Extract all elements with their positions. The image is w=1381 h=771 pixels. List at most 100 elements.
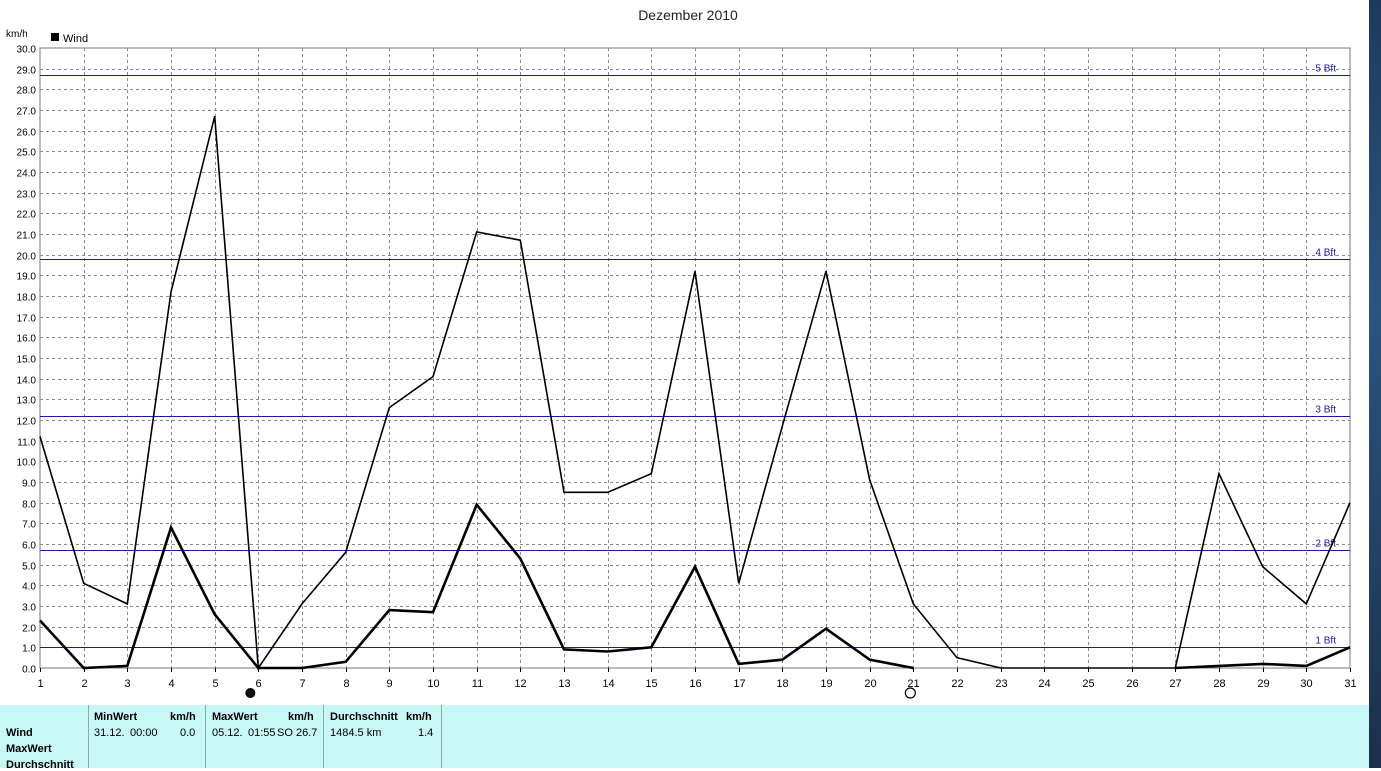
x-tick-label: 31	[1344, 678, 1356, 690]
max-direction: SO	[277, 727, 293, 739]
y-tick-label: 8.0	[22, 500, 36, 511]
axes: 0.01.02.03.04.05.06.07.08.09.010.011.012…	[17, 45, 1357, 691]
y-tick-label: 13.0	[17, 396, 37, 407]
y-tick-label: 16.0	[17, 334, 37, 345]
x-tick-label: 12	[514, 678, 526, 690]
x-tick-label: 11	[472, 678, 483, 690]
x-tick-label: 3	[124, 678, 130, 690]
y-tick-label: 9.0	[22, 479, 36, 490]
reference-line-label: 4 Bft	[1315, 248, 1336, 259]
series-line-wind	[39, 502, 914, 670]
max-value: 26.7	[296, 727, 318, 739]
y-tick-label: 29.0	[17, 66, 37, 77]
avg-unit: km/h	[406, 711, 432, 723]
reference-line-label: 5 Bft	[1315, 64, 1336, 75]
y-tick-label: 1.0	[22, 644, 36, 655]
y-tick-label: 22.0	[17, 210, 37, 221]
x-tick-label: 10	[427, 678, 439, 690]
x-tick-label: 22	[951, 678, 963, 690]
legend-swatch-wind	[51, 33, 59, 41]
avg-distance: 1484.5 km	[330, 727, 382, 739]
y-tick-label: 15.0	[17, 355, 37, 366]
y-tick-label: 6.0	[22, 541, 36, 552]
reference-line-label: 1 Bft	[1315, 636, 1336, 647]
x-tick-label: 5	[212, 678, 218, 690]
min-time: 00:00	[130, 727, 158, 739]
y-tick-label: 19.0	[17, 272, 37, 283]
column-divider	[205, 705, 206, 768]
x-tick-label: 21	[907, 678, 919, 690]
max-unit: km/h	[288, 711, 314, 723]
x-tick-label: 30	[1300, 678, 1312, 690]
min-date: 31.12.	[94, 727, 125, 739]
series-line-wind	[1175, 646, 1351, 670]
y-tick-label: 24.0	[17, 169, 37, 180]
x-tick-label: 20	[864, 678, 876, 690]
y-tick-label: 7.0	[22, 520, 36, 531]
x-tick-label: 18	[776, 678, 788, 690]
max-header: MaxWert	[212, 711, 258, 723]
x-tick-label: 19	[820, 678, 832, 690]
min-unit: km/h	[170, 711, 196, 723]
x-tick-label: 26	[1126, 678, 1138, 690]
y-tick-label: 28.0	[17, 86, 37, 97]
reference-line-label: 3 Bft	[1315, 405, 1336, 416]
x-tick-label: 15	[645, 678, 657, 690]
y-tick-label: 20.0	[17, 252, 37, 263]
avg-header: Durchschnitt	[330, 711, 398, 723]
x-tick-label: 8	[343, 678, 349, 690]
moon-markers	[245, 687, 916, 699]
row-label-wind: Wind	[6, 727, 33, 739]
max-time: 01:55	[248, 727, 276, 739]
x-tick-label: 2	[81, 678, 87, 690]
beaufort-reference-lines: 1 Bft 2 Bft 3 Bft 4 Bft 5 Bft	[40, 64, 1350, 648]
x-tick-label: 17	[733, 678, 745, 690]
avg-value: 1.4	[418, 727, 434, 739]
y-axis-unit: km/h	[6, 29, 28, 40]
full-moon-icon	[904, 687, 916, 699]
chart-title: Dezember 2010	[638, 7, 738, 23]
reference-line-label: 2 Bft	[1315, 539, 1336, 550]
y-tick-label: 14.0	[17, 376, 37, 387]
column-divider	[88, 705, 89, 768]
column-divider	[323, 705, 324, 768]
y-tick-label: 2.0	[22, 624, 36, 635]
x-tick-label: 16	[689, 678, 701, 690]
y-tick-label: 11.0	[17, 438, 36, 449]
y-tick-label: 30.0	[17, 45, 37, 56]
row-label-maxwert: MaxWert	[6, 743, 52, 755]
x-tick-label: 4	[168, 678, 174, 690]
x-tick-label: 27	[1169, 678, 1181, 690]
min-value: 0.0	[180, 727, 196, 739]
y-tick-label: 12.0	[17, 417, 37, 428]
y-tick-label: 26.0	[17, 128, 37, 139]
y-tick-label: 18.0	[17, 293, 37, 304]
y-tick-label: 25.0	[17, 148, 37, 159]
x-tick-label: 23	[995, 678, 1007, 690]
x-tick-label: 13	[558, 678, 570, 690]
x-tick-label: 25	[1082, 678, 1094, 690]
x-tick-label: 1	[37, 678, 43, 690]
y-tick-label: 5.0	[22, 562, 36, 573]
x-tick-label: 28	[1213, 678, 1225, 690]
y-tick-label: 21.0	[17, 231, 37, 242]
y-tick-label: 0.0	[22, 665, 36, 676]
row-label-durchschnitt: Durchschnitt	[6, 759, 74, 771]
y-tick-label: 10.0	[17, 458, 37, 469]
x-tick-label: 6	[255, 678, 261, 690]
y-tick-label: 27.0	[17, 107, 37, 118]
x-tick-label: 7	[299, 678, 305, 690]
window-edge	[1369, 0, 1381, 768]
max-date: 05.12.	[212, 727, 243, 739]
legend-label-wind: Wind	[63, 33, 88, 45]
x-tick-label: 9	[386, 678, 392, 690]
statistics-panel: Wind MaxWert Durchschnitt MinWert km/h 3…	[0, 705, 1369, 771]
y-tick-label: 17.0	[17, 314, 37, 325]
y-tick-label: 23.0	[17, 190, 37, 201]
wind-chart: Dezember 2010 km/h Wind 1 Bft 2 Bft 3 Bft 4…	[6, 7, 1357, 699]
x-tick-label: 24	[1038, 678, 1050, 690]
y-tick-label: 3.0	[22, 603, 36, 614]
min-header: MinWert	[94, 711, 138, 723]
column-divider	[441, 705, 442, 768]
x-tick-label: 29	[1257, 678, 1269, 690]
